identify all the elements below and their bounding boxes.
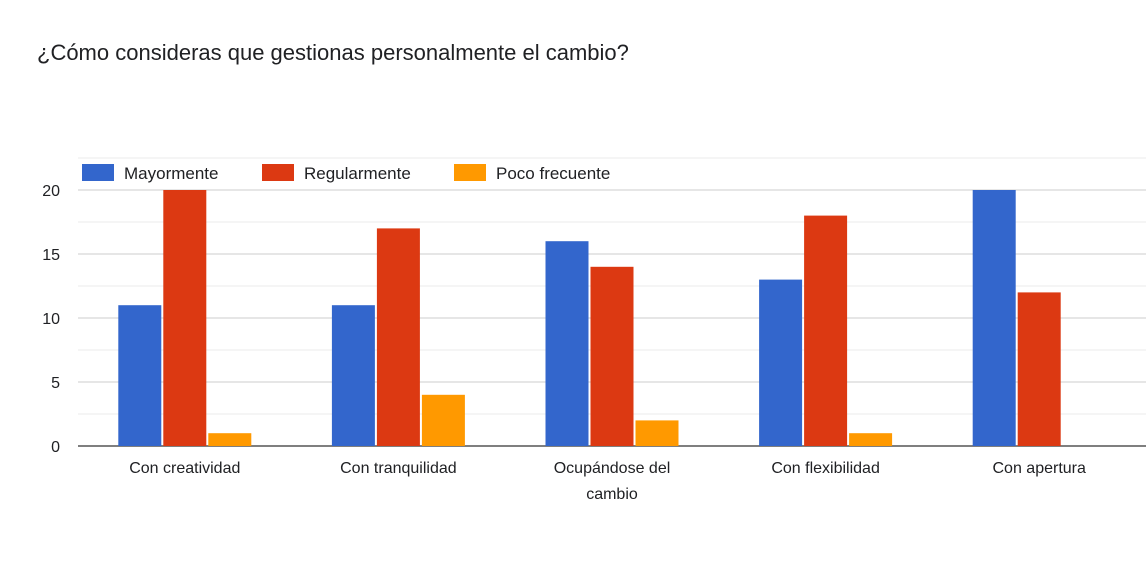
y-axis-ticks: 0 5 10 15 20 <box>42 183 60 456</box>
bar-mayormente[interactable] <box>118 305 162 446</box>
legend-swatch <box>262 164 294 181</box>
bar-regularmente[interactable] <box>590 266 634 446</box>
bar-mayormente[interactable] <box>331 305 375 446</box>
y-tick-label: 10 <box>42 311 60 328</box>
y-tick-label: 0 <box>51 439 60 456</box>
x-axis-ticks: Con creatividad Con tranquilidad Ocupándos… <box>129 460 1086 503</box>
y-tick-label: 5 <box>51 375 60 392</box>
bar-regularmente[interactable] <box>163 190 207 446</box>
bar-poco-frecuente[interactable] <box>421 394 465 446</box>
chart-title: ¿Cómo consideras que gestionas personalm… <box>37 40 629 65</box>
legend-label: Regularmente <box>304 164 411 183</box>
y-tick-label: 15 <box>42 247 60 264</box>
legend-label: Poco frecuente <box>496 164 610 183</box>
bar-regularmente[interactable] <box>1017 292 1061 446</box>
x-tick-label: Ocupándose del <box>554 460 671 477</box>
legend-swatch <box>82 164 114 181</box>
bars <box>118 190 1061 446</box>
y-tick-label: 20 <box>42 183 60 200</box>
x-tick-label: Con apertura <box>993 460 1086 477</box>
legend: Mayormente Regularmente Poco frecuente <box>82 164 610 183</box>
legend-label: Mayormente <box>124 164 218 183</box>
bar-mayormente[interactable] <box>759 279 803 446</box>
bar-poco-frecuente[interactable] <box>208 433 252 446</box>
x-tick-label: Con flexibilidad <box>771 460 880 477</box>
bar-mayormente[interactable] <box>545 241 589 446</box>
legend-swatch <box>454 164 486 181</box>
bar-regularmente[interactable] <box>376 228 420 446</box>
x-tick-label: cambio <box>586 486 638 503</box>
bar-poco-frecuente[interactable] <box>849 433 893 446</box>
bar-regularmente[interactable] <box>804 215 848 446</box>
bar-mayormente[interactable] <box>972 190 1016 446</box>
bar-poco-frecuente[interactable] <box>635 420 679 446</box>
x-tick-label: Con creatividad <box>129 460 240 477</box>
x-tick-label: Con tranquilidad <box>340 460 457 477</box>
